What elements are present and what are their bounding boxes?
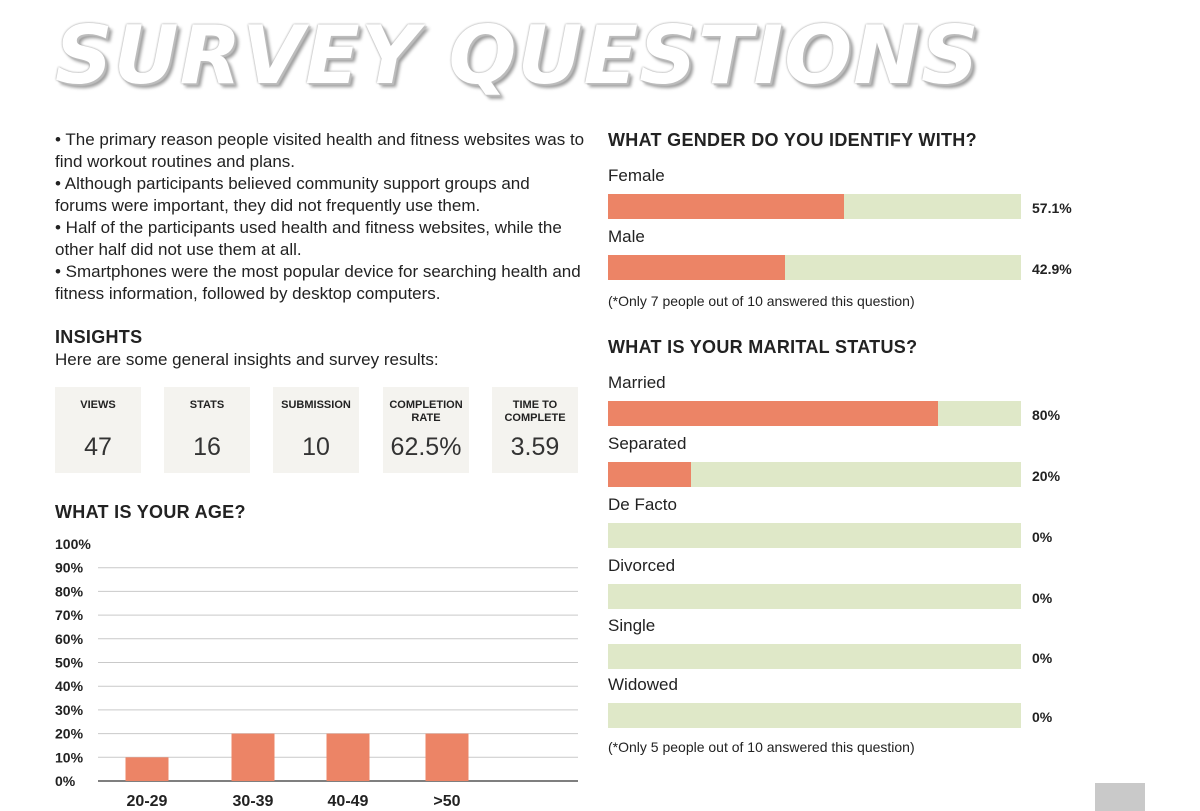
stat-value: 47: [84, 433, 112, 461]
summary-item: • Although participants believed communi…: [55, 174, 530, 215]
marital-option-label: Single: [608, 616, 656, 635]
marital-percent: 20%: [1032, 468, 1061, 484]
marital-bar-track: [608, 462, 1021, 487]
marital-percent: 0%: [1032, 590, 1053, 606]
summary-list: • The primary reason people visited heal…: [55, 129, 585, 305]
marital-heading: WHAT IS YOUR MARITAL STATUS?: [608, 337, 918, 357]
y-tick-label: 40%: [55, 678, 84, 694]
stat-value: 62.5%: [390, 433, 462, 461]
marital-bar-track: [608, 703, 1021, 728]
stat-value: 10: [302, 433, 330, 461]
stat-label: VIEWS: [80, 399, 116, 411]
marital-bar-track: [608, 644, 1021, 669]
stat-views: VIEWS 47: [55, 387, 141, 473]
insights-heading: INSIGHTS: [55, 327, 143, 347]
age-bar: [231, 733, 275, 781]
marital-percent: 80%: [1032, 407, 1061, 423]
stat-label: STATS: [189, 399, 225, 411]
x-tick-label: 30-39: [233, 793, 274, 810]
stat-label: TIME TO COMPLETE: [504, 399, 566, 424]
stat-submission: SUBMISSION 10: [273, 387, 359, 473]
page-title: SURVEY QUESTIONS: [55, 9, 980, 102]
y-tick-label: 30%: [55, 702, 84, 718]
gender-option-label: Female: [608, 166, 665, 185]
summary-item: • Smartphones were the most popular devi…: [55, 262, 581, 303]
summary-item: • The primary reason people visited heal…: [55, 130, 585, 171]
gender-option-label: Male: [608, 227, 645, 246]
insights-subtext: Here are some general insights and surve…: [55, 350, 439, 369]
y-tick-label: 50%: [55, 655, 84, 671]
stat-completion-rate: COMPLETION RATE 62.5%: [383, 387, 469, 473]
y-tick-label: 0%: [55, 773, 76, 789]
summary-item: • Half of the participants used health a…: [55, 218, 562, 259]
marital-note: (*Only 5 people out of 10 answered this …: [608, 739, 915, 755]
y-tick-label: 100%: [55, 536, 91, 552]
y-tick-label: 20%: [55, 726, 84, 742]
stat-value: 16: [193, 433, 221, 461]
stat-time-to-complete: TIME TO COMPLETE 3.59: [492, 387, 578, 473]
marital-bar-fill: [608, 462, 691, 487]
page-number-tab: [1095, 783, 1145, 811]
marital-bar-fill: [608, 401, 939, 426]
x-tick-label: 20-29: [127, 793, 168, 810]
gender-heading: WHAT GENDER DO YOU IDENTIFY WITH?: [608, 130, 977, 150]
y-tick-label: 10%: [55, 749, 84, 765]
gender-note: (*Only 7 people out of 10 answered this …: [608, 293, 915, 309]
age-heading: WHAT IS YOUR AGE?: [55, 502, 246, 522]
gender-bar-fill: [608, 255, 786, 280]
y-tick-label: 80%: [55, 583, 84, 599]
marital-bar-track: [608, 584, 1021, 609]
gender-percent: 42.9%: [1032, 261, 1072, 277]
gender-bar-track: [608, 255, 1021, 280]
marital-option-label: Divorced: [608, 556, 676, 575]
marital-option-label: Married: [608, 373, 666, 392]
marital-percent: 0%: [1032, 650, 1053, 666]
marital-option-label: Separated: [608, 434, 687, 453]
age-bar-chart: 0% 10% 20% 30% 40% 50% 60% 70% 80% 90% 100% 20-29 30…: [55, 536, 578, 810]
marital-percent: 0%: [1032, 529, 1053, 545]
age-bar: [326, 733, 370, 781]
stat-stats: STATS 16: [164, 387, 250, 473]
gender-percent: 57.1%: [1032, 200, 1072, 216]
marital-percent: 0%: [1032, 709, 1053, 725]
marital-option-label: De Facto: [608, 495, 677, 514]
x-tick-label: >50: [433, 793, 460, 810]
stat-label: SUBMISSION: [281, 399, 351, 411]
gender-bar-track: [608, 194, 1021, 219]
y-tick-label: 90%: [55, 560, 84, 576]
marital-bar-track: [608, 523, 1021, 548]
age-bar: [425, 733, 469, 781]
y-tick-label: 60%: [55, 631, 84, 647]
age-bar: [125, 757, 169, 781]
x-tick-label: 40-49: [328, 793, 369, 810]
marital-option-label: Widowed: [608, 675, 678, 694]
stat-label: COMPLETION RATE: [389, 399, 463, 424]
marital-bar-track: [608, 401, 1021, 426]
gender-bar-fill: [608, 194, 844, 219]
stat-value: 3.59: [510, 433, 560, 461]
y-tick-label: 70%: [55, 607, 84, 623]
